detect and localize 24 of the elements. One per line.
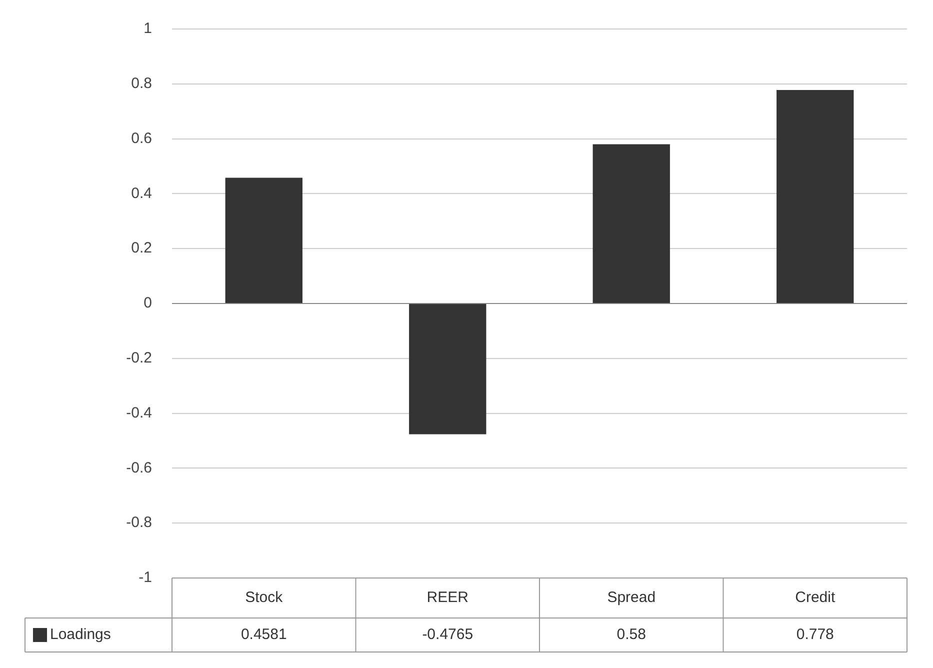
bar bbox=[409, 304, 486, 434]
legend-label: Loadings bbox=[50, 626, 111, 644]
y-tick-label: -0.8 bbox=[126, 514, 152, 532]
data-label: -0.4765 bbox=[422, 626, 474, 644]
data-label: 0.58 bbox=[616, 626, 646, 644]
x-tick-label: Stock bbox=[245, 589, 284, 606]
bar bbox=[592, 144, 670, 303]
x-tick-label: Spread bbox=[607, 589, 656, 606]
y-tick-label: -0.6 bbox=[126, 459, 152, 476]
data-label: 0.778 bbox=[796, 626, 834, 644]
y-tick-label: 0.2 bbox=[131, 240, 152, 257]
y-tick-label: -0.2 bbox=[126, 350, 152, 367]
bar bbox=[776, 90, 854, 303]
y-tick-label: 0.6 bbox=[131, 130, 152, 147]
y-tick-label: -1 bbox=[138, 569, 152, 586]
bar bbox=[225, 178, 302, 303]
data-label: 0.4581 bbox=[240, 626, 287, 644]
x-tick-label: REER bbox=[426, 589, 469, 606]
x-tick-label: Credit bbox=[795, 589, 836, 606]
y-tick-label: -0.4 bbox=[126, 404, 152, 422]
y-tick-label: 1 bbox=[144, 20, 152, 38]
y-tick-label: 0.8 bbox=[131, 75, 152, 92]
y-tick-label: 0 bbox=[144, 294, 152, 312]
y-tick-label: 0.4 bbox=[131, 184, 152, 202]
